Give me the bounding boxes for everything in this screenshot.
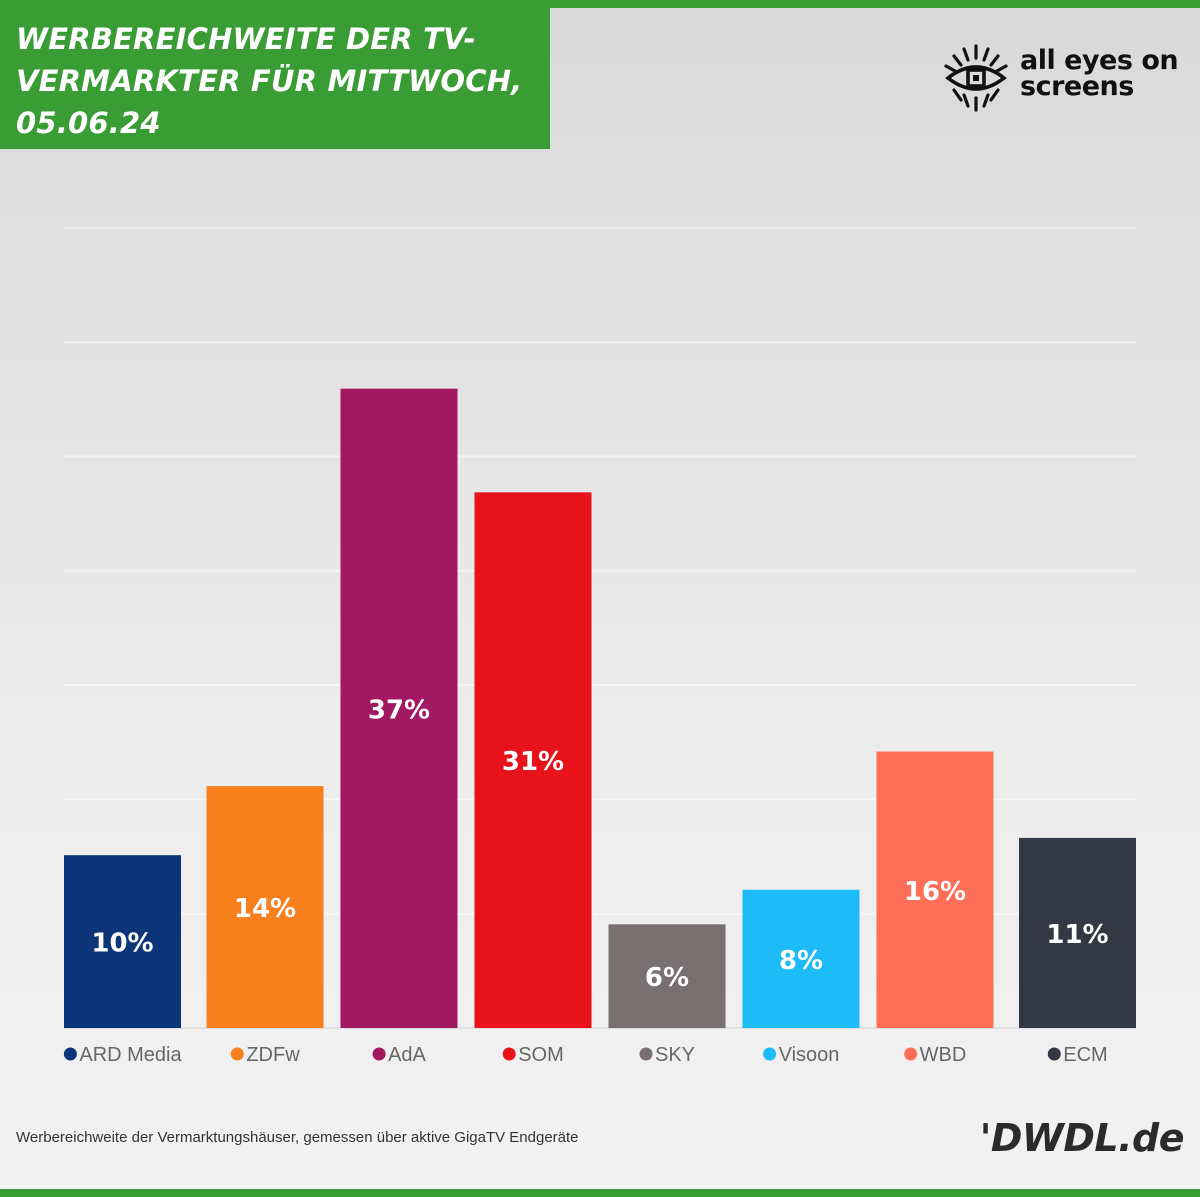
top-stripe [0,0,1200,8]
bar-sky [608,924,726,1028]
title-line-3: 05.06.24 [16,106,161,140]
legend-swatch [502,1047,516,1061]
legend-label: SOM [518,1044,564,1066]
bar-ard-media [64,855,181,1028]
logo-line-2: screens [1020,71,1134,102]
title-line-2: VERMARKTER FÜR MITTWOCH, [16,64,523,98]
legend-swatch [63,1047,77,1061]
bar-som [474,492,592,1028]
data-label: 11% [1046,920,1108,950]
bar-ada [340,388,458,1028]
legend-swatch [763,1047,777,1061]
legend-label: AdA [388,1044,426,1066]
legend-label: Visoon [779,1044,840,1066]
bar-visoon [742,889,860,1028]
legend-label: WBD [920,1044,967,1066]
data-label: 10% [91,929,153,959]
data-label: 37% [368,695,430,725]
logo-line-1: all eyes on [1020,45,1179,76]
footnote: Werbereichweite der Vermarktungshäuser, … [16,1129,579,1146]
data-label: 16% [904,877,966,907]
page-title: WERBEREICHWEITE DER TV- VERMARKTER FÜR M… [16,18,534,144]
bar-zdfw [206,786,324,1028]
legend-label: SKY [655,1044,695,1066]
legend-swatch [1047,1047,1061,1061]
bottom-stripe [0,1189,1200,1197]
data-label: 14% [234,894,296,924]
data-label: 8% [779,946,823,976]
legend-label: ZDFw [246,1044,300,1066]
legend-swatch [904,1047,918,1061]
dwdl-logo: 'DWDL.de [979,1116,1185,1160]
bar-wbd [876,751,994,1028]
eye-icon [944,44,1008,112]
all-eyes-on-screens-logo: all eyes on screens [942,44,1192,112]
data-label: 31% [502,747,564,777]
data-label: 6% [645,963,689,993]
legend-label: ARD Media [79,1044,182,1066]
legend-swatch [230,1047,244,1061]
logo-text: all eyes on screens [1020,45,1179,102]
legend-swatch [372,1047,386,1061]
bar-ecm [1019,837,1136,1028]
legend-label: ECM [1063,1044,1107,1066]
title-box: WERBEREICHWEITE DER TV- VERMARKTER FÜR M… [0,8,550,149]
legend-swatch [639,1047,653,1061]
title-line-1: WERBEREICHWEITE DER TV- [16,22,476,56]
